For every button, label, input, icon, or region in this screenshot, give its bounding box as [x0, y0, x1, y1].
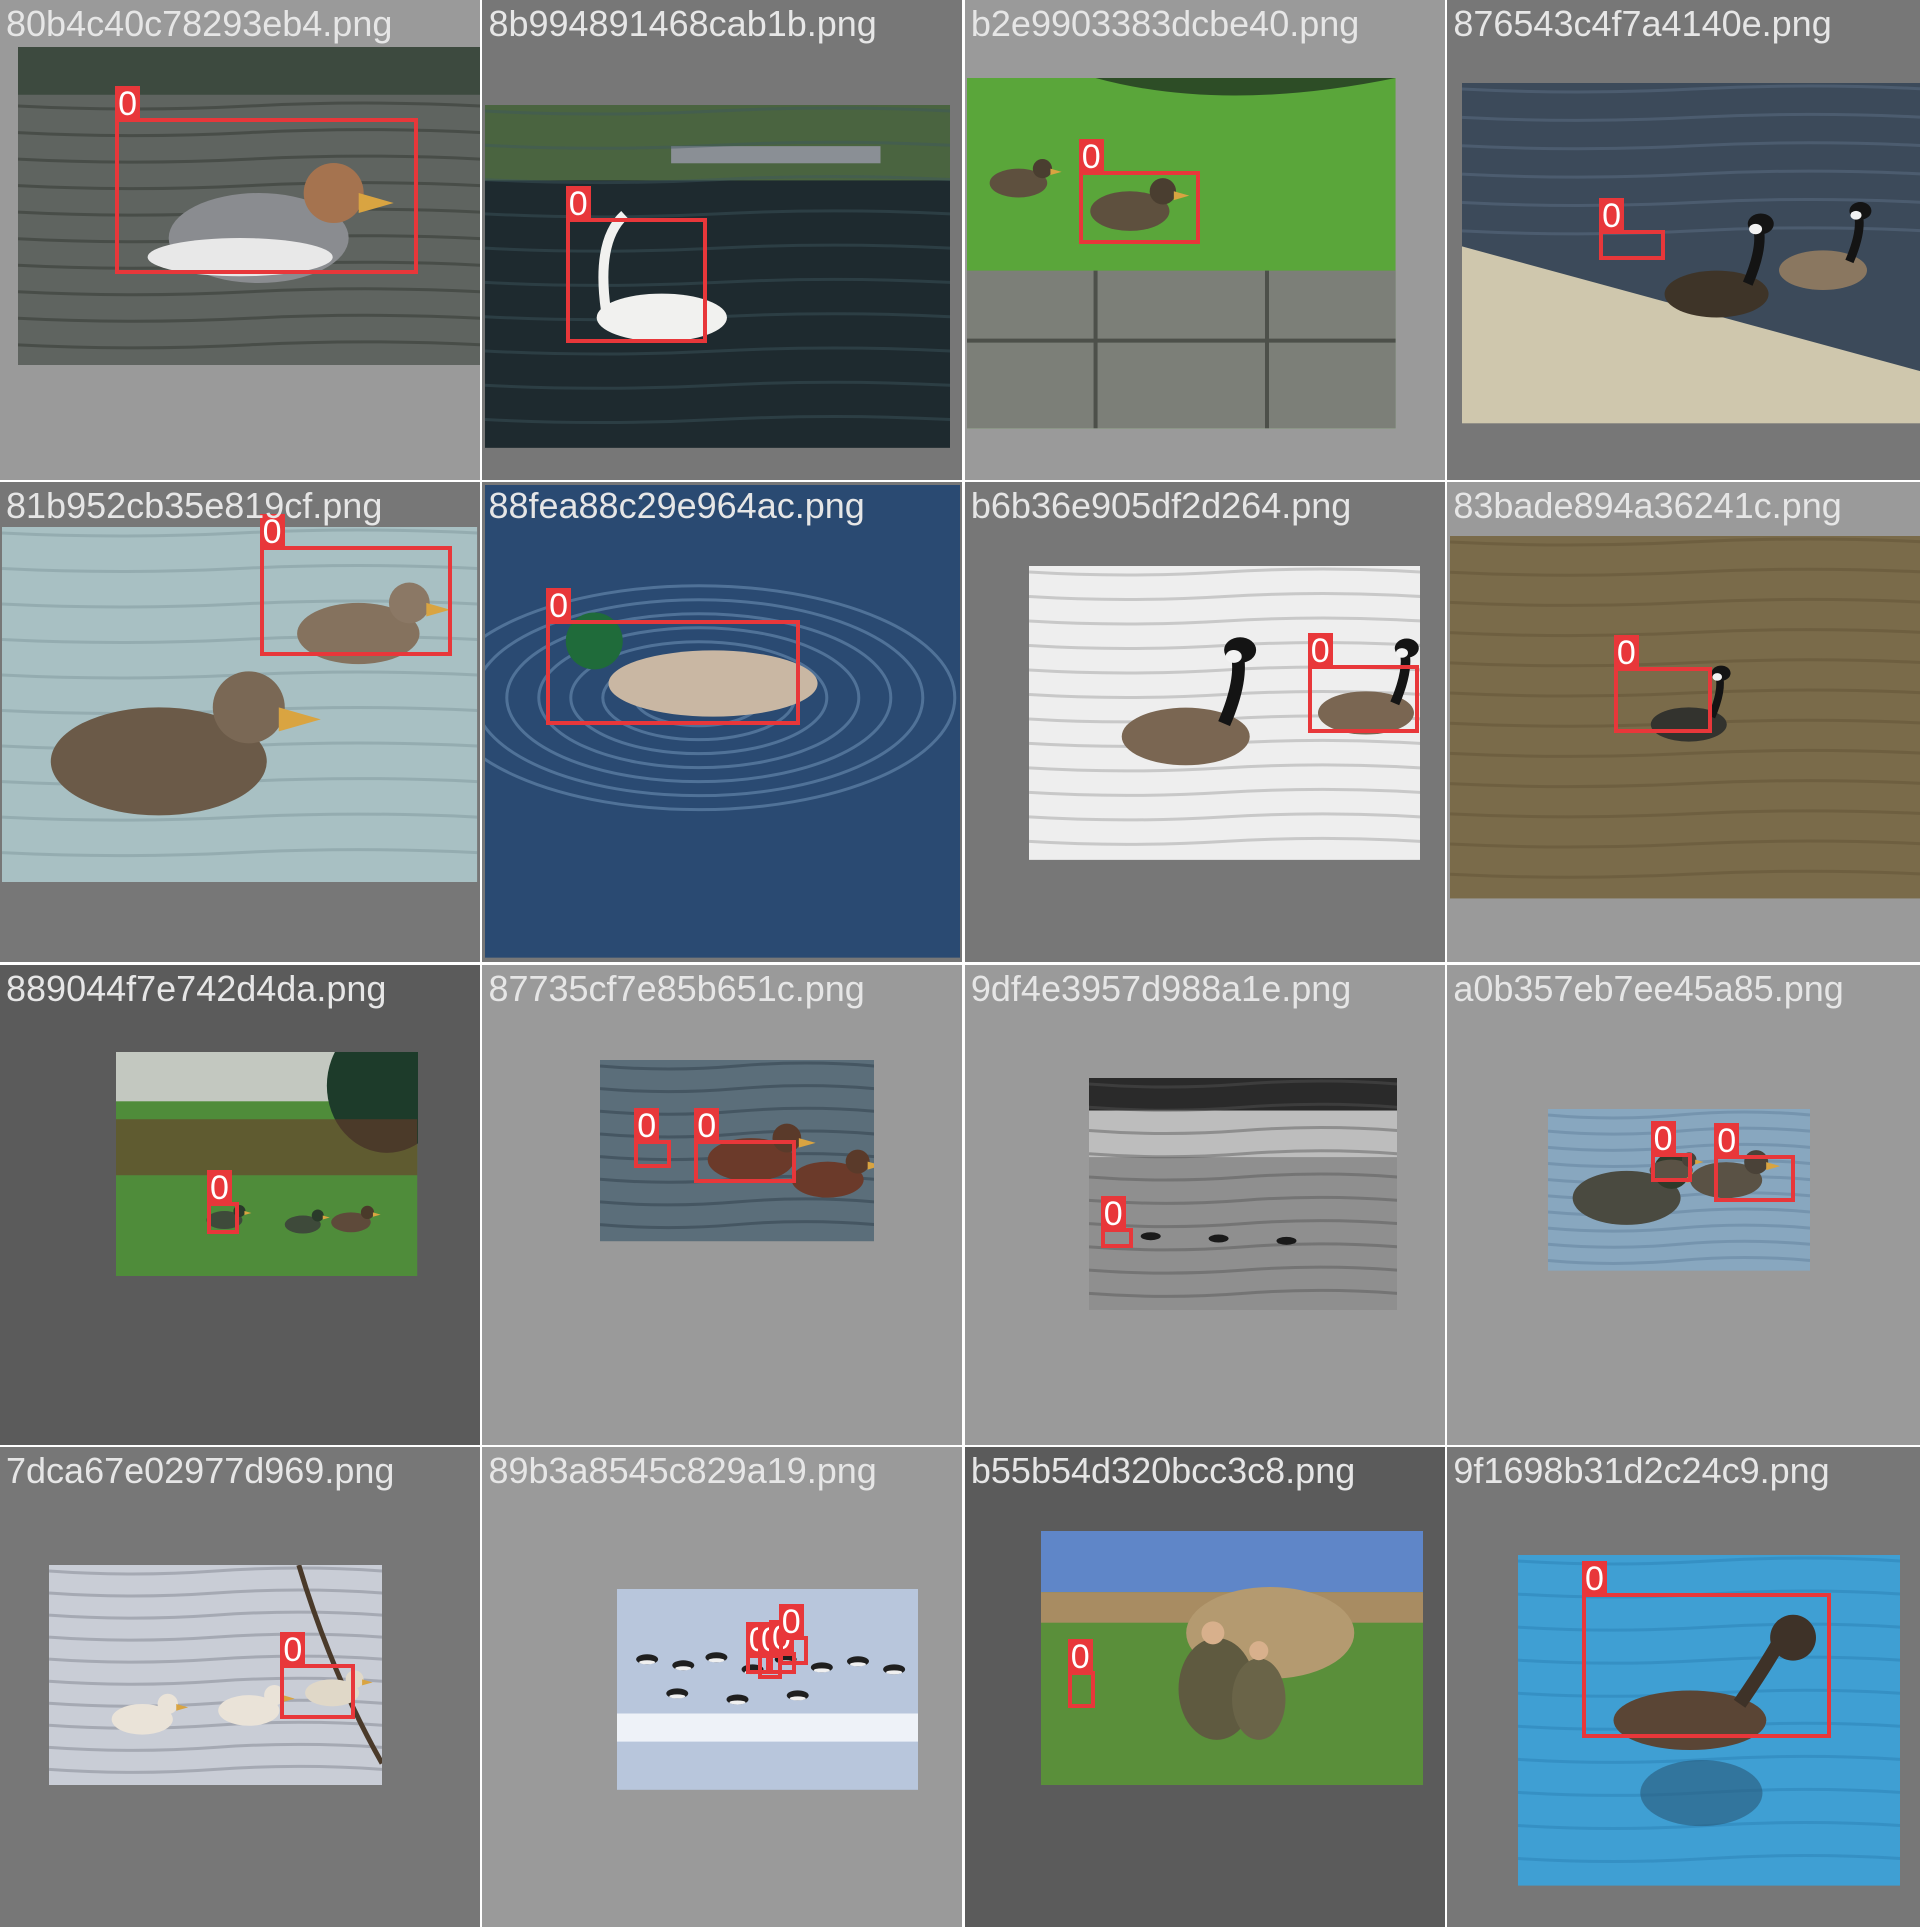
thumbnail-image[interactable] [48, 1564, 383, 1786]
image-filename: 88fea88c29e964ac.png [488, 485, 865, 527]
class-label: 0 [1599, 198, 1625, 235]
detection-box: 0 [259, 514, 452, 657]
class-label: 0 [115, 85, 141, 122]
image-filename: 9f1698b31d2c24c9.png [1453, 1450, 1830, 1492]
class-label: 0 [1307, 632, 1333, 669]
thumbnail-image[interactable] [1040, 1530, 1423, 1786]
detection-box: 0 [1599, 198, 1666, 260]
detection-box: 0 [115, 85, 418, 275]
thumbnail-image[interactable] [1028, 565, 1421, 860]
grid-cell: 876543c4f7a4140e.png 0 [1447, 0, 1920, 480]
class-label: 0 [694, 1107, 720, 1144]
class-label: 0 [1067, 1639, 1093, 1676]
class-label: 0 [1613, 635, 1639, 672]
class-label: 0 [1078, 139, 1104, 176]
thumbnail-image[interactable] [18, 46, 480, 365]
thumbnail-image[interactable] [967, 78, 1396, 429]
class-label: 0 [1650, 1121, 1676, 1158]
detection-box: 0 [1067, 1639, 1095, 1709]
class-label: 0 [1100, 1196, 1126, 1233]
detection-box: 0 [694, 1107, 796, 1183]
detection-box: 0 [1613, 635, 1712, 734]
thumbnail-image[interactable] [1547, 1109, 1810, 1271]
thumbnail-image[interactable] [617, 1589, 919, 1791]
thumbnail-image[interactable] [1088, 1077, 1398, 1311]
detection-box: 0 [1100, 1196, 1133, 1248]
thumbnail-image[interactable] [1462, 83, 1920, 424]
grid-cell: 889044f7e742d4da.png 0 [0, 964, 480, 1445]
image-filename: 89b3a8545c829a19.png [488, 1450, 877, 1492]
grid-cell: 9df4e3957d988a1e.png 0 [964, 964, 1445, 1445]
detection-box: 0 [1582, 1561, 1831, 1738]
thumbnail-image[interactable] [1449, 536, 1920, 899]
grid-cell: 81b952cb35e819cf.png 0 [0, 482, 480, 963]
image-filename: 7dca67e02977d969.png [6, 1450, 395, 1492]
class-label: 0 [778, 1603, 804, 1640]
image-filename: a0b357eb7ee45a85.png [1453, 967, 1844, 1009]
class-label: 0 [1582, 1561, 1607, 1598]
detection-box: 0 [778, 1603, 809, 1666]
grid-cell: 87735cf7e85b651c.png 0 0 [482, 964, 963, 1445]
image-filename: 889044f7e742d4da.png [6, 967, 387, 1009]
grid-cell: a0b357eb7ee45a85.png 0 0 [1447, 964, 1920, 1445]
class-label: 0 [634, 1107, 660, 1144]
image-filename: 9df4e3957d988a1e.png [970, 967, 1352, 1009]
image-filename: 8b994891468cab1b.png [488, 3, 877, 44]
class-label: 0 [259, 514, 285, 551]
detection-box: 0 [206, 1170, 239, 1235]
image-filename: b6b36e905df2d264.png [970, 485, 1352, 527]
detection-box: 0 [1078, 139, 1200, 244]
image-filename: b2e9903383dcbe40.png [970, 3, 1360, 44]
grid-cell: 83bade894a36241c.png 0 [1447, 482, 1920, 963]
detection-box: 0 [565, 185, 707, 343]
detection-box: 0 [1714, 1122, 1796, 1203]
grid-cell: 9f1698b31d2c24c9.png 0 [1447, 1447, 1920, 1927]
grid-cell: b55b54d320bcc3c8.png 0 [964, 1447, 1445, 1927]
class-label: 0 [1714, 1122, 1740, 1159]
grid-cell: 8b994891468cab1b.png 0 [482, 0, 963, 480]
image-filename: 876543c4f7a4140e.png [1453, 3, 1832, 44]
detection-box: 0 [1307, 632, 1420, 734]
class-label: 0 [280, 1632, 306, 1669]
grid-cell: 80b4c40c78293eb4.png 0 [0, 0, 480, 480]
image-filename: 83bade894a36241c.png [1453, 485, 1842, 527]
thumbnail-image[interactable] [116, 1051, 418, 1276]
image-filename: b55b54d320bcc3c8.png [970, 1450, 1356, 1492]
grid-cell: b2e9903383dcbe40.png 0 [964, 0, 1445, 480]
class-label: 0 [565, 185, 591, 222]
thumbnail-image[interactable] [2, 526, 478, 882]
detection-box: 0 [546, 587, 800, 725]
detection-box: 0 [280, 1632, 356, 1720]
thumbnail-image[interactable] [599, 1060, 875, 1242]
image-filename: 81b952cb35e819cf.png [6, 485, 383, 527]
image-filename: 80b4c40c78293eb4.png [6, 3, 393, 44]
grid-cell: 89b3a8545c829a19.png0000 [482, 1447, 963, 1927]
detection-box: 0 [634, 1107, 671, 1169]
class-label: 0 [546, 587, 572, 624]
image-filename: 87735cf7e85b651c.png [488, 967, 865, 1009]
class-label: 0 [206, 1170, 232, 1207]
thumbnail-image[interactable] [484, 105, 951, 449]
grid-cell: 88fea88c29e964ac.png 0 [482, 482, 963, 963]
grid-cell: b6b36e905df2d264.png 0 [964, 482, 1445, 963]
grid-cell: 7dca67e02977d969.png 0 [0, 1447, 480, 1927]
detection-box: 0 [1650, 1121, 1693, 1182]
